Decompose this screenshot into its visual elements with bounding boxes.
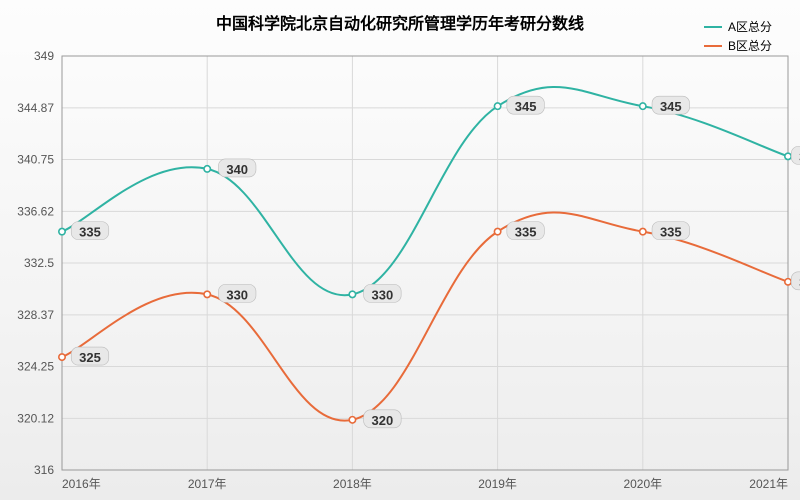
svg-text:2021年: 2021年	[749, 477, 788, 491]
svg-text:2017年: 2017年	[188, 477, 227, 491]
svg-text:340: 340	[226, 162, 248, 177]
svg-text:335: 335	[79, 225, 101, 240]
svg-text:328.37: 328.37	[17, 308, 54, 322]
chart-container: 中国科学院北京自动化研究所管理学历年考研分数线 A区总分 B区总分 316320…	[0, 0, 800, 500]
svg-text:2020年: 2020年	[623, 477, 662, 491]
svg-text:325: 325	[79, 350, 101, 365]
svg-text:324.25: 324.25	[17, 360, 54, 374]
svg-text:345: 345	[660, 99, 682, 114]
svg-text:330: 330	[226, 287, 248, 302]
svg-text:349: 349	[34, 49, 54, 63]
svg-text:340.75: 340.75	[17, 153, 54, 167]
svg-text:335: 335	[515, 225, 537, 240]
svg-text:332.5: 332.5	[24, 256, 54, 270]
chart-svg: 316 320.12 324.25 328.37 332.5 336.62 340.75 34…	[0, 0, 800, 500]
svg-text:320: 320	[372, 413, 394, 428]
svg-text:316: 316	[34, 463, 54, 477]
svg-text:320.12: 320.12	[17, 411, 54, 425]
svg-text:2016年: 2016年	[62, 477, 101, 491]
svg-text:336.62: 336.62	[17, 204, 54, 218]
svg-text:335: 335	[660, 225, 682, 240]
svg-text:2019年: 2019年	[478, 477, 517, 491]
svg-text:344.87: 344.87	[17, 101, 54, 115]
svg-text:2018年: 2018年	[333, 477, 372, 491]
svg-text:345: 345	[515, 99, 537, 114]
svg-text:330: 330	[372, 287, 394, 302]
